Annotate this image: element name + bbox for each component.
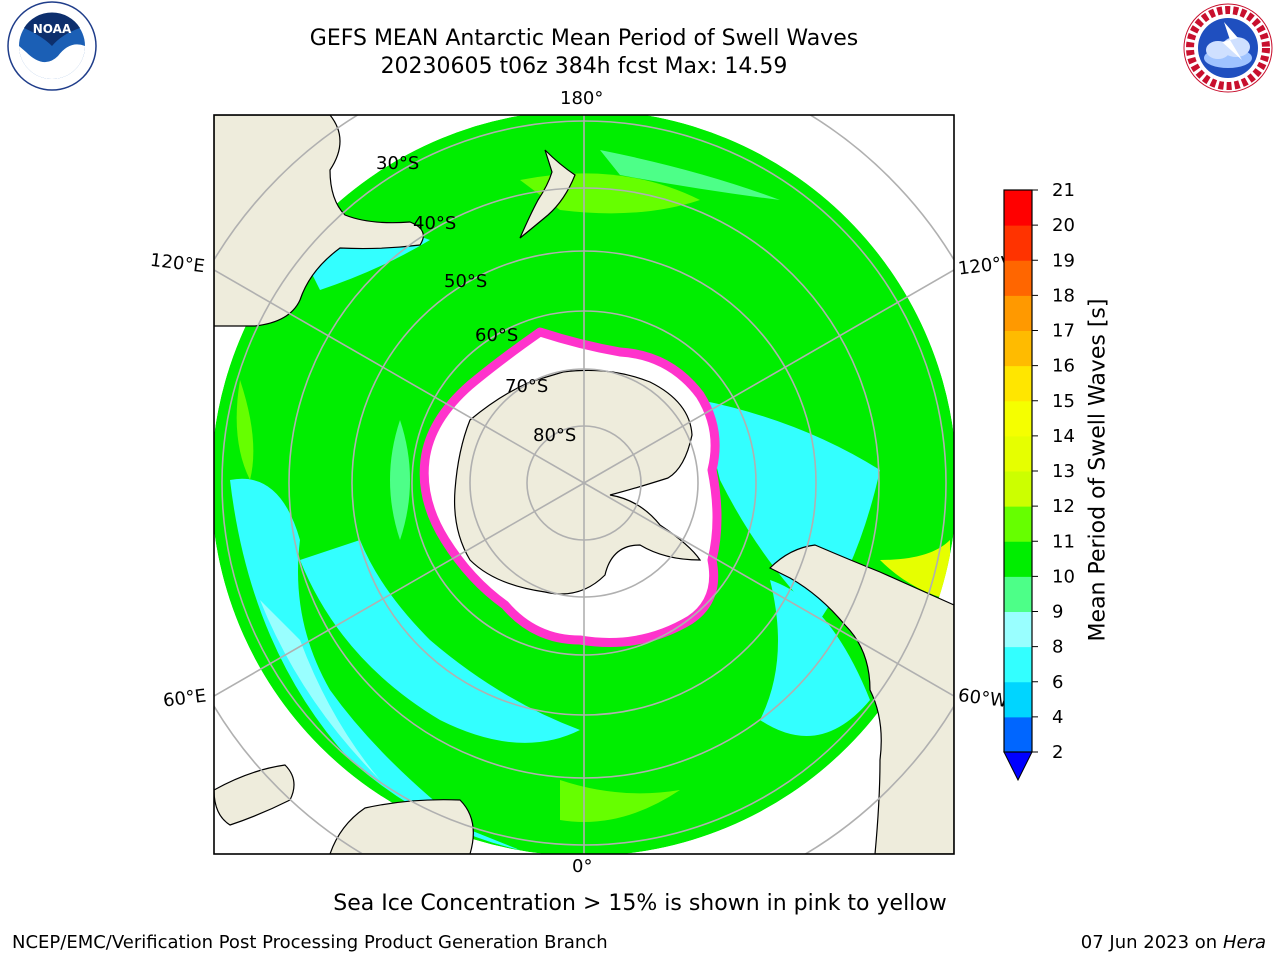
colorbar-bin — [1004, 506, 1032, 542]
graticule — [214, 115, 954, 854]
colorbar-tick-label: 2 — [1052, 742, 1063, 763]
colorbar-tick-label: 19 — [1052, 250, 1075, 271]
lat-label-70s: 70°S — [505, 376, 548, 397]
colorbar-bin — [1004, 646, 1032, 683]
colorbar-tick-label: 20 — [1052, 215, 1075, 236]
footer-machine: Hera — [1222, 932, 1266, 953]
colorbar-tick-label: 11 — [1052, 531, 1075, 552]
colorbar-bin — [1004, 681, 1032, 718]
colorbar-bin — [1004, 190, 1032, 226]
lat-label-80s: 80°S — [533, 425, 576, 446]
colorbar-tick-label: 12 — [1052, 496, 1075, 517]
colorbar-tick-label: 17 — [1052, 321, 1075, 342]
lat-label-40s: 40°S — [413, 213, 456, 234]
colorbar-tick-label: 9 — [1052, 602, 1063, 623]
footer-date: 07 Jun 2023 on Hera — [1081, 932, 1266, 953]
colorbar-bin — [1004, 295, 1032, 331]
colorbar-bin — [1004, 716, 1032, 753]
south-america-landmass — [768, 544, 954, 854]
footer-date-text: 07 Jun 2023 on — [1080, 932, 1218, 953]
colorbar-bin — [1004, 225, 1032, 261]
sea-ice-note: Sea Ice Concentration > 15% is shown in … — [333, 891, 947, 916]
colorbar-bin — [1004, 576, 1032, 612]
lon-label-180: 180° — [560, 88, 604, 109]
map-subtitle: 20230605 t06z 384h fcst Max: 14.59 — [380, 54, 788, 79]
map-title: GEFS MEAN Antarctic Mean Period of Swell… — [309, 26, 859, 51]
meridian-60w — [583, 482, 954, 697]
colorbar-bin — [1004, 435, 1032, 472]
colorbar-tick-label: 14 — [1052, 426, 1075, 447]
colorbar-tick-label: 4 — [1052, 707, 1063, 728]
map-frame — [213, 114, 955, 855]
colorbar-bin — [1004, 260, 1032, 296]
footer-credit: NCEP/EMC/Verification Post Processing Pr… — [12, 932, 608, 953]
antarctica-landmass — [453, 369, 702, 595]
noaa-logo-text: NOAA — [33, 22, 72, 36]
colorbar-tick-label: 6 — [1052, 672, 1063, 693]
lat-label-30s: 30°S — [376, 153, 419, 174]
colorbar-bin — [1004, 330, 1032, 367]
colorbar-bin — [1004, 365, 1032, 402]
meridian-60e — [214, 482, 585, 697]
colorbar-bin — [1004, 541, 1032, 577]
colorbar-tick-label: 10 — [1052, 566, 1075, 587]
noaa-logo: NOAA — [7, 1, 97, 91]
colorbar-tick-label: 8 — [1052, 637, 1063, 658]
lat-label-60s: 60°S — [475, 325, 518, 346]
colorbar-bin — [1004, 471, 1032, 507]
colorbar-tick-label: 15 — [1052, 391, 1075, 412]
colorbar-label: Mean Period of Swell Waves [s] — [1085, 298, 1111, 642]
colorbar-tick-label: 16 — [1052, 356, 1075, 377]
meridian-120e — [214, 269, 585, 484]
colorbar-tick-label: 21 — [1052, 180, 1075, 201]
colorbar-tick-label: 18 — [1052, 285, 1075, 306]
colorbar-under-arrow — [1003, 751, 1033, 782]
lon-label-0: 0° — [572, 856, 593, 877]
lat-label-50s: 50°S — [444, 271, 487, 292]
nws-logo — [1183, 3, 1273, 93]
new-zealand-landmass — [519, 149, 576, 239]
colorbar-tick-label: 13 — [1052, 461, 1075, 482]
colorbar-bin — [1004, 400, 1032, 437]
colorbar-bin — [1004, 611, 1032, 648]
meridian-120w — [583, 269, 954, 484]
